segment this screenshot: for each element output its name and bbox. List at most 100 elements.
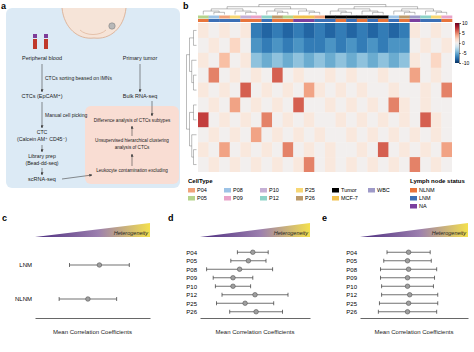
- heatmap-cell: [410, 53, 421, 68]
- heatmap-cell: [357, 112, 368, 127]
- heatmap-cell: [219, 142, 230, 157]
- celltype-annotation: [230, 16, 241, 19]
- y-axis: P04P05P08P09P10P12P25P26: [186, 249, 200, 317]
- legend-label: Tumor: [341, 187, 357, 193]
- mean-point: [231, 284, 236, 289]
- lymph-node-annotation: [378, 19, 389, 22]
- error-cap: [437, 301, 438, 305]
- mean-point: [253, 292, 258, 297]
- arrow: [132, 126, 133, 136]
- celltype-annotation: [357, 16, 368, 19]
- heatmap-cell: [399, 83, 410, 98]
- heatmap-cell: [357, 83, 368, 98]
- legend-label: P08: [233, 187, 243, 193]
- heatmap-cell: [230, 38, 241, 53]
- mean-point: [405, 284, 410, 289]
- panel-label: a: [1, 1, 7, 11]
- arrow: [42, 145, 43, 152]
- diagram-text: Leukocyte contamination excluding: [96, 168, 168, 173]
- celltype-annotation: [240, 16, 251, 19]
- heatmap-cell: [314, 157, 325, 172]
- legend-swatch: [188, 188, 195, 193]
- heatmap-cell: [420, 23, 431, 38]
- lymph-node-annotation: [251, 19, 262, 22]
- colorbar-tick-label: -10: [462, 60, 469, 66]
- diagram-text: Primary tumor: [123, 55, 158, 61]
- heatmap-cell: [378, 112, 389, 127]
- heatmap-cell: [367, 127, 378, 142]
- body-illustration: [80, 30, 106, 35]
- lymph-node-annotation: [283, 19, 294, 22]
- heatmap-cell: [272, 23, 283, 38]
- dendrogram: [404, 12, 415, 14]
- heatmap-cell: [357, 23, 368, 38]
- heatmap-cell: [230, 98, 241, 113]
- heatmap-cell: [293, 157, 304, 172]
- heatmap-cell: [314, 98, 325, 113]
- heatmap-cell: [399, 53, 410, 68]
- heatmap-cell: [420, 157, 431, 172]
- heatmap-cell: [325, 68, 336, 83]
- dendrogram: [277, 12, 288, 14]
- legend-label: P12: [269, 195, 279, 201]
- heatmap-cell: [325, 157, 336, 172]
- body-illustration: [62, 8, 126, 38]
- heatmap-cell: [240, 23, 251, 38]
- heatmap-cell: [304, 83, 315, 98]
- heatmap-cell: [367, 98, 378, 113]
- y-axis-line: [360, 249, 361, 317]
- panel-c: cHeterogeneityLNMNLNMMean Correlation Co…: [2, 213, 151, 335]
- heatmap-cell: [336, 23, 347, 38]
- heatmap-cell: [240, 127, 251, 142]
- heatmap-cell: [378, 127, 389, 142]
- dendrogram: [338, 9, 370, 11]
- heatmap-cell: [230, 68, 241, 83]
- mean-point: [231, 275, 236, 280]
- heatmap-cell: [219, 38, 230, 53]
- heatmap-cell: [240, 98, 251, 113]
- annotation: Heterogeneity: [114, 230, 149, 236]
- heatmap-cell: [283, 83, 294, 98]
- heatmap-cell: [325, 127, 336, 142]
- dendrogram: [246, 12, 257, 14]
- heatmap-cell: [410, 112, 421, 127]
- colorbar-tick: -5: [459, 50, 467, 56]
- heatmap-cell: [336, 38, 347, 53]
- lymph-node-annotation: [262, 19, 273, 22]
- y-tick-label: P12: [186, 292, 197, 298]
- heatmap-cell: [283, 68, 294, 83]
- heatmap-cell: [357, 53, 368, 68]
- heatmap-cell: [431, 83, 442, 98]
- tumor-icon: [109, 23, 115, 29]
- legend-swatch: [296, 196, 303, 201]
- heatmap-cell: [346, 127, 357, 142]
- heatmap-cell: [431, 38, 442, 53]
- celltype-annotation: [367, 16, 378, 19]
- heatmap-cell: [262, 38, 273, 53]
- heatmap-cell: [431, 98, 442, 113]
- heatmap-cell: [410, 23, 421, 38]
- celltype-annotation: [314, 16, 325, 19]
- y-tick: P12: [186, 292, 200, 298]
- heatmap-cell: [367, 23, 378, 38]
- heatmap-cell: [283, 157, 294, 172]
- x-axis: [201, 318, 311, 319]
- heatmap-cell: [378, 83, 389, 98]
- heatmap-cell: [314, 23, 325, 38]
- heatmap-cell: [389, 98, 400, 113]
- lymph-node-annotation: [336, 19, 347, 22]
- heatmap-cell: [410, 157, 421, 172]
- legend-label: NLNM: [419, 187, 435, 193]
- celltype-annotation: [336, 16, 347, 19]
- legend-swatch: [260, 188, 267, 193]
- heatmap-cell: [441, 112, 452, 127]
- heatmap-cell: [420, 68, 431, 83]
- heatmap-cell: [389, 53, 400, 68]
- heatmap-cell: [209, 127, 220, 142]
- heatmap-cell: [346, 38, 357, 53]
- legend-swatch: [260, 196, 267, 201]
- heatmap-cell: [389, 127, 400, 142]
- celltype-annotation: [378, 16, 389, 19]
- y-tick: LNM: [19, 262, 35, 268]
- heatmap-cell: [251, 23, 262, 38]
